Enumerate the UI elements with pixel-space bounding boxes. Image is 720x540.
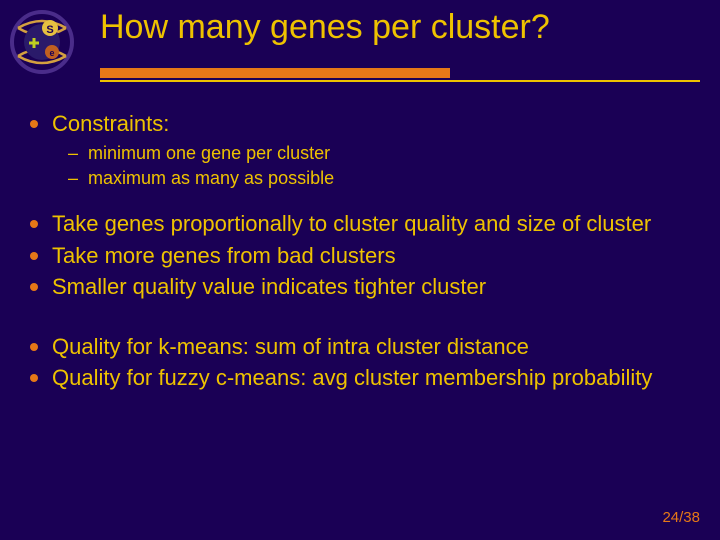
bullet-text: Take more genes from bad clusters <box>52 242 396 270</box>
title-rule-thick <box>100 68 450 78</box>
bullet-marker <box>30 120 38 128</box>
svg-text:e: e <box>49 48 54 58</box>
sub-bullet-marker: – <box>68 143 78 164</box>
bullet-item: Smaller quality value indicates tighter … <box>30 273 700 301</box>
bullet-item: Take genes proportionally to cluster qua… <box>30 210 700 238</box>
sub-bullet-marker: – <box>68 168 78 189</box>
spacer <box>30 192 700 210</box>
slide-title: How many genes per cluster? <box>100 8 550 47</box>
bullet-marker <box>30 252 38 260</box>
bullet-item: Constraints: <box>30 110 700 138</box>
slide-content: Constraints: – minimum one gene per clus… <box>30 110 700 396</box>
bullet-text: Constraints: <box>52 110 169 138</box>
bullet-text: Quality for k-means: sum of intra cluste… <box>52 333 529 361</box>
bullet-item: Quality for k-means: sum of intra cluste… <box>30 333 700 361</box>
bullet-item: Quality for fuzzy c-means: avg cluster m… <box>30 364 700 392</box>
title-rule-thin <box>100 80 700 82</box>
bullet-text: Take genes proportionally to cluster qua… <box>52 210 651 238</box>
bullet-text: Smaller quality value indicates tighter … <box>52 273 486 301</box>
sub-bullet-item: – minimum one gene per cluster <box>68 142 700 165</box>
bullet-marker <box>30 374 38 382</box>
bullet-item: Take more genes from bad clusters <box>30 242 700 270</box>
sub-bullet-text: minimum one gene per cluster <box>88 142 330 165</box>
page-number: 24/38 <box>662 509 700 526</box>
sub-bullet-text: maximum as many as possible <box>88 167 334 190</box>
bullet-marker <box>30 283 38 291</box>
spacer <box>30 305 700 333</box>
sub-bullet-item: – maximum as many as possible <box>68 167 700 190</box>
logo-icon: S e <box>8 8 76 76</box>
bullet-marker <box>30 220 38 228</box>
svg-text:S: S <box>46 24 53 36</box>
bullet-marker <box>30 343 38 351</box>
bullet-text: Quality for fuzzy c-means: avg cluster m… <box>52 364 652 392</box>
